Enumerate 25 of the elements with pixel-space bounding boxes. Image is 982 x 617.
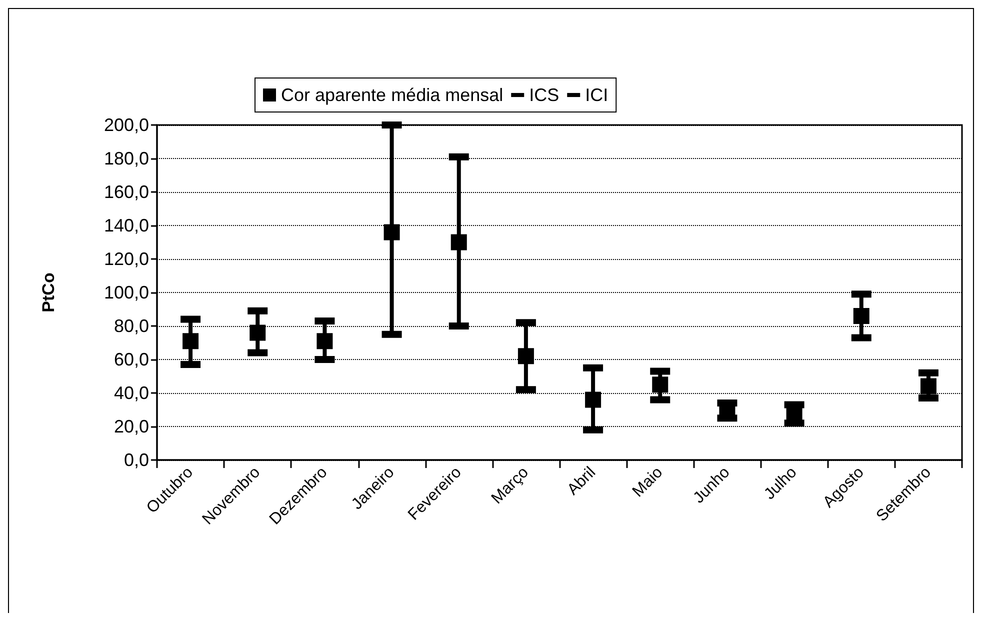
y-tick-label: 20,0 [114,416,149,436]
point [920,378,936,394]
legend-label: Cor aparente média mensal [281,85,504,105]
point [585,392,602,408]
y-axis-title: PtCo [39,272,58,312]
point [518,348,534,364]
y-tick-label: 80,0 [114,316,149,336]
legend-label: ICS [529,85,560,105]
point [384,224,400,240]
y-tick-label: 180,0 [104,148,149,168]
y-tick-label: 140,0 [104,216,149,236]
y-tick-label: 100,0 [104,282,149,302]
point [182,333,199,350]
point [853,308,870,324]
y-tick-label: 200,0 [104,115,149,135]
point [316,333,333,350]
y-tick-label: 60,0 [114,350,149,370]
y-tick-label: 40,0 [114,383,149,403]
y-tick-label: 120,0 [104,249,149,269]
y-tick-label: 160,0 [104,182,149,202]
y-tick-label: 0,0 [124,450,149,470]
legend-label: ICI [585,85,608,105]
point [250,324,266,341]
point [450,234,467,250]
point [652,376,668,393]
